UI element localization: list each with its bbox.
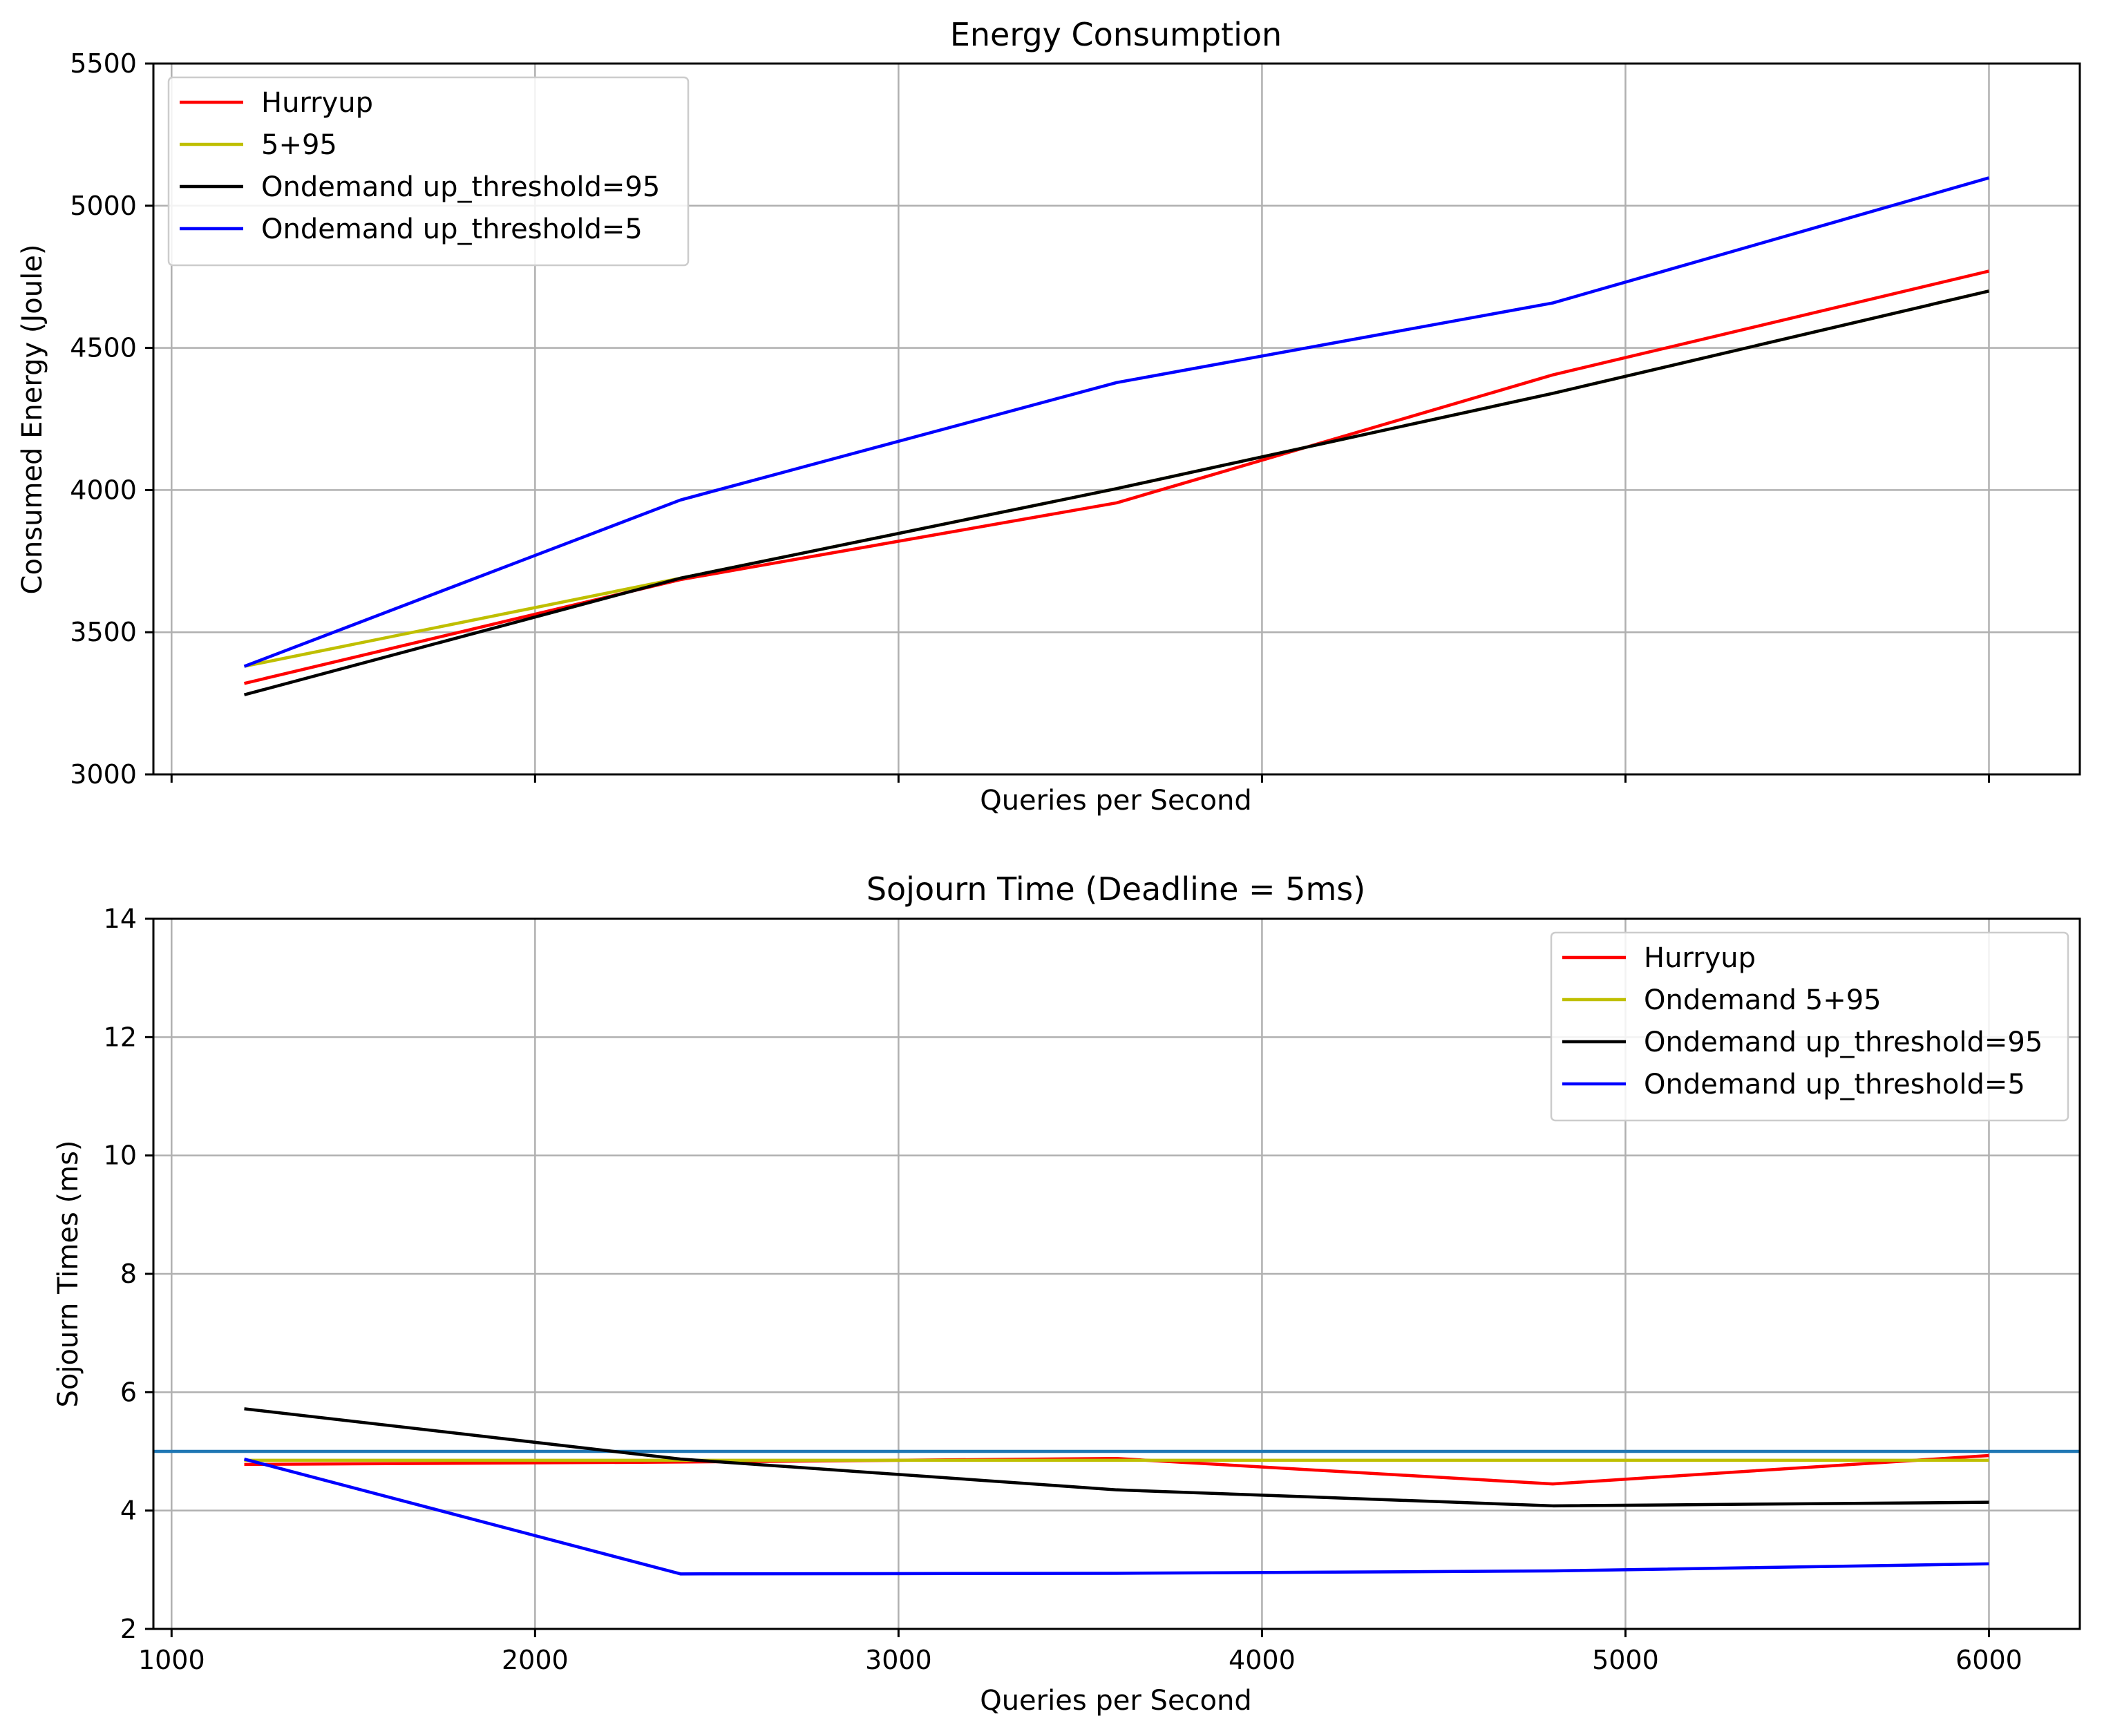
sojourn-x-tick-label: 6000 — [1955, 1645, 2022, 1675]
sojourn-legend-label-1: Ondemand 5+95 — [1644, 984, 1882, 1016]
sojourn-legend-label-3: Ondemand up_threshold=5 — [1644, 1069, 2025, 1100]
sojourn-x-tick-label: 1000 — [138, 1645, 205, 1675]
sojourn-legend-label-0: Hurryup — [1644, 942, 1756, 974]
energy-plot-frame — [152, 62, 2081, 776]
energy-series-line-2 — [243, 289, 1990, 696]
energy-y-tick-label: 4000 — [70, 475, 137, 505]
sojourn-y-tick-label: 8 — [120, 1259, 137, 1289]
energy-ticks: 3000 3500 4000 4500 5000 5500 — [70, 48, 1990, 790]
energy-chart: Energy Consumption 3000 3500 4000 4500 5000 5… — [17, 16, 2081, 817]
energy-y-tick-label: 3500 — [70, 617, 137, 647]
sojourn-y-tick-label: 2 — [120, 1614, 137, 1644]
sojourn-x-tick-label: 4000 — [1229, 1645, 1296, 1675]
sojourn-legend: Hurryup Ondemand 5+95 Ondemand up_threshol… — [1550, 931, 2069, 1122]
sojourn-series-line-3 — [243, 1457, 1989, 1576]
sojourn-ticks: 1000 2000 3000 4000 5000 6000 2 4 6 8 10 12 14 — [104, 904, 2022, 1675]
energy-legend: Hurryup 5+95 Ondemand up_threshold=95 Ondem… — [167, 76, 690, 267]
energy-chart-title: Energy Consumption — [950, 16, 1282, 53]
energy-y-tick-label: 5500 — [70, 48, 137, 79]
energy-series-line-3 — [243, 176, 1990, 668]
sojourn-chart: Sojourn Time (Deadline = 5ms) 1000 2000 30… — [53, 870, 2081, 1717]
sojourn-chart-title: Sojourn Time (Deadline = 5ms) — [866, 870, 1365, 908]
energy-lines — [243, 176, 1990, 696]
sojourn-x-axis-label: Queries per Second — [980, 1685, 1252, 1717]
energy-y-tick-label: 3000 — [70, 759, 137, 790]
energy-legend-box — [167, 76, 690, 267]
energy-legend-label-2: Ondemand up_threshold=95 — [261, 171, 660, 203]
sojourn-x-tick-label: 3000 — [865, 1645, 932, 1675]
sojourn-y-tick-label: 4 — [120, 1496, 137, 1526]
energy-legend-label-3: Ondemand up_threshold=5 — [261, 213, 643, 245]
sojourn-y-tick-label: 6 — [120, 1377, 137, 1407]
sojourn-x-tick-label: 5000 — [1592, 1645, 1659, 1675]
sojourn-x-tick-label: 2000 — [502, 1645, 569, 1675]
sojourn-legend-box — [1550, 931, 2069, 1122]
sojourn-legend-label-2: Ondemand up_threshold=95 — [1644, 1027, 2043, 1058]
sojourn-y-tick-label: 12 — [104, 1022, 137, 1052]
energy-legend-label-1: 5+95 — [261, 129, 337, 161]
sojourn-lines — [243, 1407, 1989, 1576]
sojourn-series-line-2 — [244, 1407, 1989, 1508]
energy-y-tick-label: 5000 — [70, 191, 137, 221]
sojourn-y-tick-label: 14 — [104, 904, 137, 934]
energy-x-axis-label: Queries per Second — [980, 785, 1252, 817]
energy-legend-label-0: Hurryup — [261, 87, 373, 119]
sojourn-y-tick-label: 10 — [104, 1141, 137, 1171]
energy-series-line-0 — [243, 269, 1990, 685]
energy-y-tick-label: 4500 — [70, 333, 137, 363]
sojourn-y-axis-label: Sojourn Times (ms) — [53, 1140, 84, 1407]
energy-y-axis-label: Consumed Energy (Joule) — [17, 245, 48, 595]
sojourn-series-line-0 — [244, 1453, 1989, 1486]
